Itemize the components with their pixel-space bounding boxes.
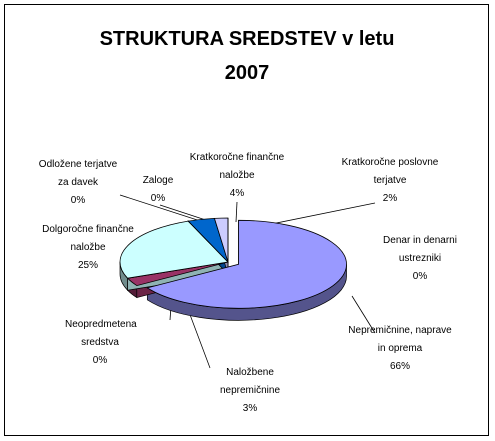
leader-line [235, 201, 238, 223]
data-label: Neopredmetena sredstva 0% [65, 319, 137, 366]
pie-slice [119, 220, 229, 279]
pie-tops [119, 217, 347, 309]
data-label: Dolgoročne finančne naložbe 25% [42, 224, 134, 271]
data-label: Naložbene nepremičnine 3% [219, 367, 281, 414]
leader-line [351, 295, 376, 334]
data-label: Kratkoročne finančne naložbe 4% [189, 152, 285, 199]
data-label: Kratkoročne poslovne terjatve 2% [341, 157, 439, 204]
data-label: Zaloge 0% [142, 175, 174, 204]
chart-frame [4, 4, 489, 436]
data-label: Denar in denarni ustrezniki 0% [383, 235, 457, 282]
data-label: Nepremičnine, naprave in oprema 66% [348, 325, 452, 372]
pie-slice [146, 219, 347, 309]
data-label: Odložene terjatve za davek 0% [38, 159, 118, 206]
chart-title: STRUKTURA SREDSTEV v letu 2007 [99, 28, 395, 84]
